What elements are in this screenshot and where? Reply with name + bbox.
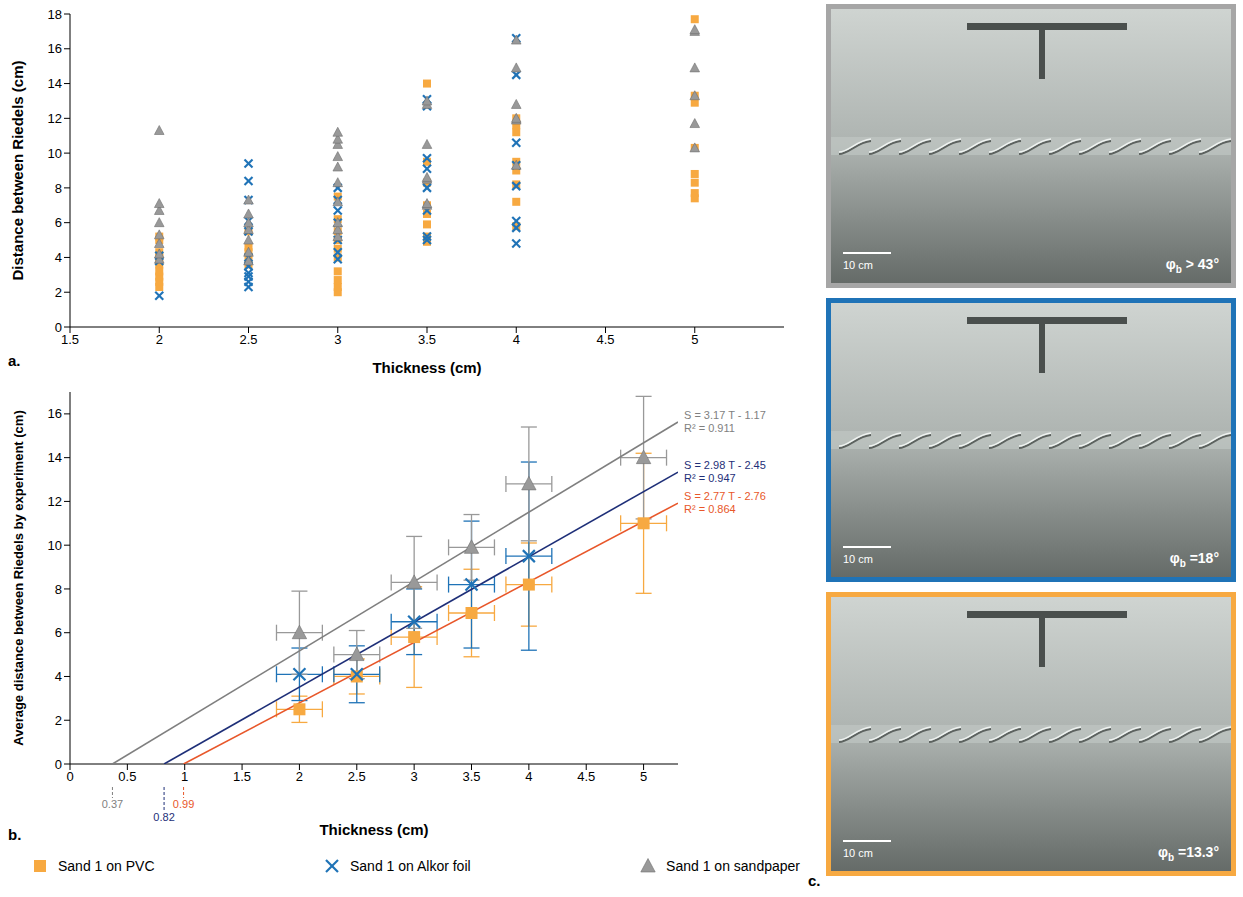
svg-text:0.82: 0.82 bbox=[153, 811, 174, 823]
svg-text:S = 2.98 T - 2.45: S = 2.98 T - 2.45 bbox=[684, 459, 766, 471]
svg-text:2: 2 bbox=[156, 332, 163, 347]
svg-text:S = 3.17 T - 1.17: S = 3.17 T - 1.17 bbox=[684, 409, 766, 421]
svg-text:3.5: 3.5 bbox=[418, 332, 436, 347]
svg-text:2: 2 bbox=[55, 285, 62, 300]
svg-text:10 cm: 10 cm bbox=[843, 553, 873, 565]
svg-text:16: 16 bbox=[48, 41, 62, 56]
svg-text:0: 0 bbox=[55, 320, 62, 335]
svg-text:1: 1 bbox=[181, 769, 188, 784]
svg-text:10 cm: 10 cm bbox=[843, 847, 873, 859]
svg-text:16: 16 bbox=[48, 406, 62, 421]
svg-text:Thickness (cm): Thickness (cm) bbox=[319, 821, 428, 838]
svg-text:Average distance between Riede: Average distance between Riedels by expe… bbox=[11, 410, 26, 745]
svg-text:2.5: 2.5 bbox=[239, 332, 257, 347]
html-text:Sand 1 on PVC: Sand 1 on PVC bbox=[58, 858, 155, 874]
svg-text:12: 12 bbox=[48, 111, 62, 126]
svg-text:0: 0 bbox=[66, 769, 73, 784]
svg-text:4: 4 bbox=[513, 332, 520, 347]
svg-text:Distance between Riedels (cm): Distance between Riedels (cm) bbox=[9, 60, 26, 280]
svg-text:10: 10 bbox=[48, 538, 62, 553]
svg-text:4: 4 bbox=[55, 250, 62, 265]
svg-text:5: 5 bbox=[691, 332, 698, 347]
svg-text:2: 2 bbox=[296, 769, 303, 784]
svg-text:14: 14 bbox=[48, 450, 62, 465]
svg-text:2.5: 2.5 bbox=[348, 769, 366, 784]
svg-text:S = 2.77 T - 2.76: S = 2.77 T - 2.76 bbox=[684, 490, 766, 502]
svg-text:Thickness (cm): Thickness (cm) bbox=[372, 359, 481, 376]
svg-text:R² = 0.947: R² = 0.947 bbox=[684, 472, 736, 484]
svg-text:0.37: 0.37 bbox=[102, 798, 123, 810]
svg-text:0: 0 bbox=[55, 757, 62, 772]
svg-text:4.5: 4.5 bbox=[596, 332, 614, 347]
svg-text:3.5: 3.5 bbox=[462, 769, 480, 784]
svg-text:1.5: 1.5 bbox=[61, 332, 79, 347]
svg-text:φb > 43°: φb > 43° bbox=[1166, 256, 1219, 275]
svg-text:0.5: 0.5 bbox=[118, 769, 136, 784]
svg-text:8: 8 bbox=[55, 181, 62, 196]
html-text:Sand 1 on Alkor foil: Sand 1 on Alkor foil bbox=[350, 858, 471, 874]
svg-text:φb =13.3°: φb =13.3° bbox=[1158, 844, 1219, 863]
html-text:a.: a. bbox=[8, 352, 21, 369]
svg-text:R² = 0.911: R² = 0.911 bbox=[684, 422, 735, 434]
html-text:c.: c. bbox=[808, 872, 821, 889]
svg-text:1.5: 1.5 bbox=[233, 769, 251, 784]
svg-text:3: 3 bbox=[411, 769, 418, 784]
svg-text:6: 6 bbox=[55, 215, 62, 230]
svg-text:R² = 0.864: R² = 0.864 bbox=[684, 503, 736, 515]
svg-text:10: 10 bbox=[48, 146, 62, 161]
html-text:b.: b. bbox=[8, 826, 22, 843]
svg-text:10 cm: 10 cm bbox=[843, 259, 873, 271]
svg-text:8: 8 bbox=[55, 582, 62, 597]
svg-text:12: 12 bbox=[48, 494, 62, 509]
svg-text:6: 6 bbox=[55, 625, 62, 640]
svg-text:14: 14 bbox=[48, 76, 62, 91]
svg-text:4: 4 bbox=[55, 669, 62, 684]
html-text:Sand 1 on sandpaper: Sand 1 on sandpaper bbox=[666, 858, 800, 874]
svg-text:18: 18 bbox=[48, 7, 62, 22]
svg-text:3: 3 bbox=[334, 332, 341, 347]
svg-text:4: 4 bbox=[525, 769, 532, 784]
svg-text:4.5: 4.5 bbox=[577, 769, 595, 784]
svg-text:0.99: 0.99 bbox=[173, 798, 194, 810]
svg-text:5: 5 bbox=[640, 769, 647, 784]
svg-text:2: 2 bbox=[55, 713, 62, 728]
svg-text:φb =18°: φb =18° bbox=[1170, 550, 1219, 569]
